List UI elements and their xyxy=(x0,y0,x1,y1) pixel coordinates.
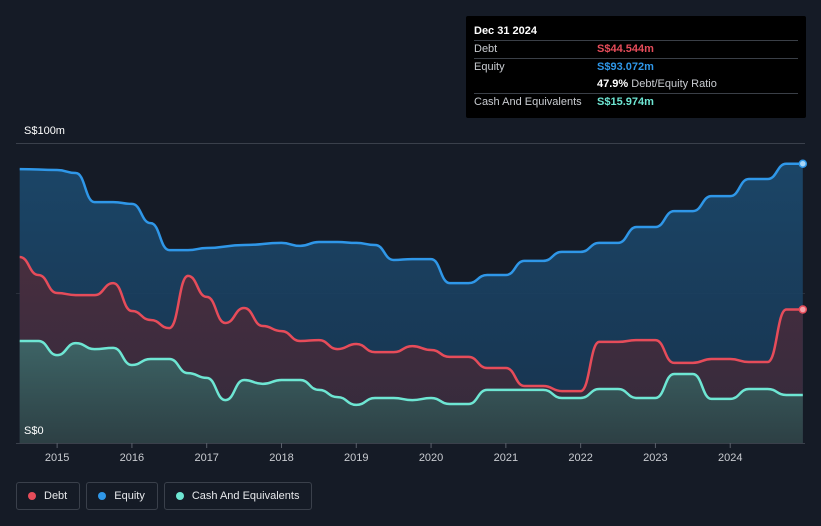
chart-legend: Debt Equity Cash And Equivalents xyxy=(16,482,313,510)
x-tick-label: 2015 xyxy=(45,452,69,464)
equity-line xyxy=(19,162,803,285)
x-tick-label: 2024 xyxy=(718,452,742,464)
x-tick-label: 2023 xyxy=(643,452,667,464)
tooltip-row-equity: Equity S$93.072m xyxy=(474,58,798,76)
tooltip-row-debt: Debt S$44.544m xyxy=(474,40,798,58)
cash-area xyxy=(19,341,803,443)
y-tick-label-top: S$100m xyxy=(24,125,65,137)
tooltip-date: Dec 31 2024 xyxy=(474,25,537,37)
x-tick-label: 2018 xyxy=(269,452,293,464)
debt-line xyxy=(19,255,803,393)
legend-item-cash[interactable]: Cash And Equivalents xyxy=(163,482,313,510)
legend-label: Equity xyxy=(114,490,145,502)
legend-dot-icon xyxy=(28,492,36,500)
legend-dot-icon xyxy=(175,492,184,500)
x-tick-label: 2017 xyxy=(194,452,218,464)
legend-item-debt[interactable]: Debt xyxy=(16,482,81,510)
x-tick-label: 2016 xyxy=(120,452,144,464)
y-tick-label-bottom: S$0 xyxy=(24,425,44,437)
tooltip-row-cash: Cash And Equivalents S$15.974m xyxy=(474,93,798,111)
ratio-value: 47.9% xyxy=(597,78,629,90)
cash-line xyxy=(19,339,803,407)
tooltip-value: S$93.072m xyxy=(597,61,654,73)
tooltip-row-ratio: 47.9% Debt/Equity Ratio xyxy=(474,76,798,93)
tooltip-label xyxy=(474,76,597,93)
tooltip-panel: Dec 31 2024 Debt S$44.544m Equity S$93.0… xyxy=(466,16,806,118)
legend-item-equity[interactable]: Equity xyxy=(86,482,158,510)
tooltip-value: 47.9% Debt/Equity Ratio xyxy=(597,76,717,93)
debt-end-marker xyxy=(798,305,808,314)
x-tick-label: 2019 xyxy=(344,452,368,464)
legend-dot-icon xyxy=(98,492,107,500)
tooltip-label: Debt xyxy=(474,43,498,55)
tooltip-value: S$44.544m xyxy=(597,43,654,55)
legend-label: Debt xyxy=(44,490,68,502)
tooltip-label: Equity xyxy=(474,61,505,73)
equity-end-marker xyxy=(798,159,808,168)
x-tick-label: 2021 xyxy=(494,452,518,464)
x-tick-label: 2020 xyxy=(419,452,443,464)
legend-label: Cash And Equivalents xyxy=(191,490,300,502)
x-tick-label: 2022 xyxy=(568,452,592,464)
tooltip-value: S$15.974m xyxy=(597,96,654,108)
tooltip-label: Cash And Equivalents xyxy=(474,96,582,108)
ratio-sub-label: Debt/Equity Ratio xyxy=(631,78,717,90)
